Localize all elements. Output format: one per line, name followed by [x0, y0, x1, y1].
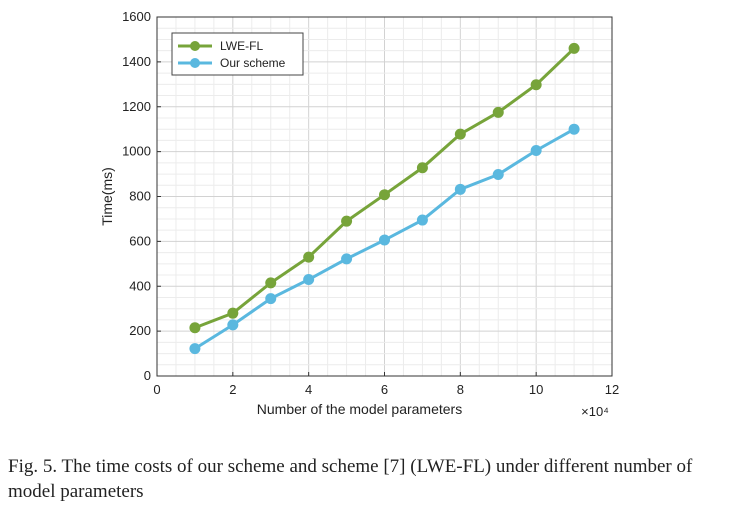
- data-point: [227, 307, 239, 319]
- y-tick-label: 1400: [122, 54, 151, 69]
- series-layer: [189, 42, 580, 355]
- legend-marker: [190, 58, 200, 68]
- y-axis-label: Time(ms): [99, 167, 115, 226]
- legend-box: [171, 32, 304, 76]
- data-point: [568, 123, 580, 135]
- data-point: [530, 145, 542, 157]
- legend-label: LWE-FL: [220, 39, 263, 53]
- data-point: [341, 253, 353, 265]
- legend-marker: [190, 41, 200, 51]
- data-point: [568, 42, 580, 54]
- chart: 0 2 4 6 8 10 12 0 200 400 600 800 1000 1200 1400 1600 T…: [99, 9, 619, 419]
- x-tick-label: 12: [605, 382, 619, 397]
- y-tick-label: 400: [129, 278, 151, 293]
- y-tick-label: 200: [129, 323, 151, 338]
- data-point: [265, 293, 277, 305]
- data-point: [265, 277, 277, 289]
- data-point: [303, 251, 315, 263]
- x-tick-label: 10: [529, 382, 543, 397]
- series-1: [189, 123, 580, 355]
- x-tick-label: 8: [457, 382, 464, 397]
- x-tick-label: 4: [305, 382, 312, 397]
- y-tick-label: 800: [129, 189, 151, 204]
- x-tick-label: 2: [229, 382, 236, 397]
- y-tick-label: 1000: [122, 144, 151, 159]
- data-point: [492, 169, 504, 181]
- data-point: [379, 234, 390, 246]
- x-axis-label: Number of the model parameters: [257, 401, 462, 417]
- data-point: [454, 183, 466, 195]
- x-tick-label: 0: [153, 382, 160, 397]
- series-0: [189, 42, 580, 334]
- y-tick-label: 1600: [122, 9, 151, 24]
- figure-caption: Fig. 5. The time costs of our scheme and…: [8, 456, 693, 502]
- legend: LWE-FL Our scheme: [171, 32, 304, 76]
- x-axis-multiplier: ×10⁴: [581, 404, 609, 419]
- x-tick-label: 6: [381, 382, 388, 397]
- data-point: [189, 343, 201, 355]
- legend-label: Our scheme: [220, 56, 286, 70]
- data-point: [416, 162, 428, 174]
- data-point: [416, 214, 428, 226]
- data-point: [379, 189, 390, 201]
- axis-ticks: 0 2 4 6 8 10 12 0 200 400 600 800 1000 1200 1400 1600: [122, 9, 619, 397]
- y-tick-label: 1200: [122, 99, 151, 114]
- y-tick-label: 600: [129, 233, 151, 248]
- data-point: [454, 128, 466, 140]
- data-point: [189, 322, 201, 334]
- data-point: [341, 215, 353, 227]
- data-point: [530, 79, 542, 91]
- data-point: [492, 106, 504, 118]
- data-point: [303, 274, 315, 286]
- data-point: [227, 319, 239, 331]
- y-tick-label: 0: [144, 368, 151, 383]
